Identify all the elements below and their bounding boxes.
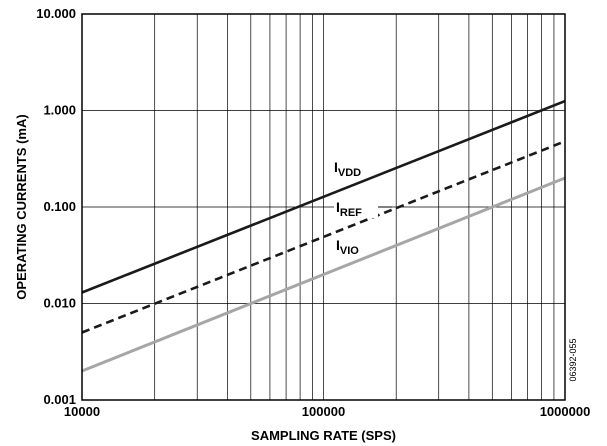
label-backdrop bbox=[334, 198, 378, 218]
x-axis-title: SAMPLING RATE (SPS) bbox=[251, 428, 396, 443]
y-axis-title: OPERATING CURRENTS (mA) bbox=[14, 114, 29, 299]
figure-id: 06392-055 bbox=[568, 338, 578, 381]
x-tick-label: 1000000 bbox=[540, 404, 591, 419]
x-tick-label: 100000 bbox=[302, 404, 345, 419]
y-tick-label: 0.010 bbox=[43, 296, 76, 311]
series-label-i-ref: IREF bbox=[336, 199, 362, 219]
series-label-i-vio: IVIO bbox=[336, 237, 359, 257]
y-tick-label: 10.000 bbox=[36, 6, 76, 21]
y-tick-labels: 0.001 0.010 0.100 1.000 10.000 bbox=[36, 6, 76, 407]
grid bbox=[82, 14, 565, 400]
plot-frame bbox=[81, 13, 566, 401]
series-line-i-vdd bbox=[81, 99, 566, 294]
series-labels: IVDD IREF IVIO bbox=[334, 159, 392, 257]
y-tick-label: 1.000 bbox=[43, 103, 76, 118]
series-line-i-ref bbox=[81, 140, 566, 334]
series-line-i-vio bbox=[81, 176, 566, 373]
y-tick-label: 0.001 bbox=[43, 392, 76, 407]
y-tick-label: 0.100 bbox=[43, 199, 76, 214]
x-tick-labels: 10000 100000 1000000 bbox=[64, 404, 590, 419]
series-label-i-vdd: IVDD bbox=[334, 159, 361, 179]
series-lines bbox=[81, 99, 566, 373]
x-tick-label: 10000 bbox=[64, 404, 100, 419]
